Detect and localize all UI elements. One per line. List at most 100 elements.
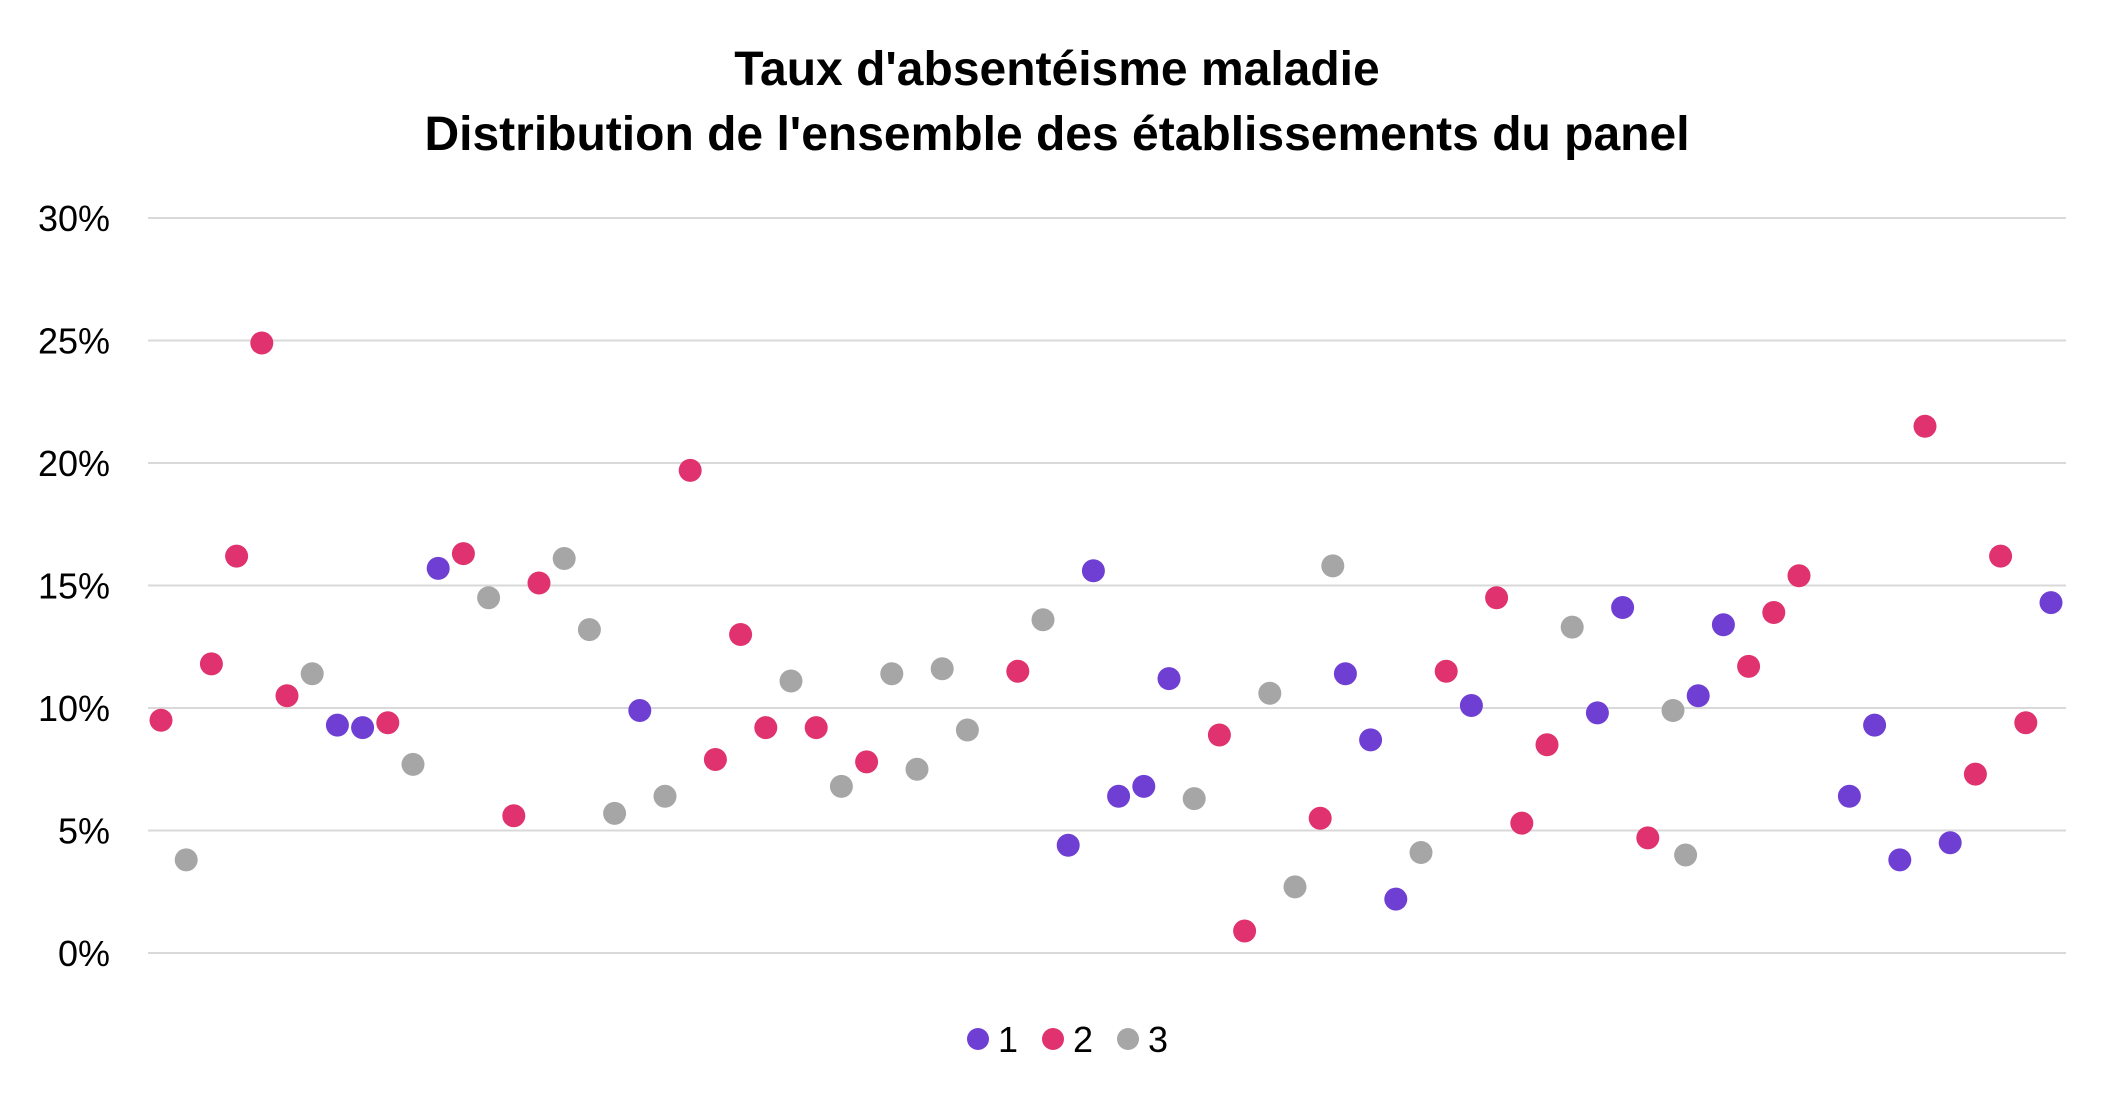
data-point: [2014, 711, 2038, 735]
data-points: [149, 331, 2063, 943]
data-point: [1989, 544, 2013, 568]
data-point: [1611, 596, 1635, 620]
data-point: [199, 652, 223, 676]
legend-item-3: 3: [1117, 1019, 1168, 1060]
chart-title-line-2: Distribution de l'ensemble des établisse…: [424, 108, 1689, 161]
data-point: [1888, 848, 1912, 872]
data-point: [1585, 701, 1609, 725]
data-point: [754, 716, 778, 740]
data-point: [1258, 681, 1282, 705]
data-point: [275, 684, 299, 708]
data-point: [577, 618, 601, 642]
y-tick-label: 25%: [38, 321, 110, 362]
y-tick-label: 0%: [58, 933, 110, 974]
data-point: [1485, 586, 1509, 610]
data-point: [1207, 723, 1231, 747]
data-point: [376, 711, 400, 735]
data-point: [451, 542, 475, 566]
data-point: [1233, 919, 1257, 943]
data-point: [1737, 654, 1761, 678]
data-point: [1510, 811, 1534, 835]
data-point: [1661, 698, 1685, 722]
legend-item-1: 1: [967, 1019, 1018, 1060]
data-point: [1560, 615, 1584, 639]
data-point: [678, 458, 702, 482]
series-1: [325, 556, 2063, 911]
y-tick-label: 20%: [38, 443, 110, 484]
data-point: [527, 571, 551, 595]
data-point: [1182, 787, 1206, 811]
data-point: [1938, 831, 1962, 855]
data-point: [829, 774, 853, 798]
legend-item-2: 2: [1042, 1019, 1093, 1060]
series-2: [149, 331, 2038, 943]
data-point: [1787, 564, 1811, 588]
data-point: [1686, 684, 1710, 708]
legend-marker: [1042, 1028, 1064, 1050]
y-tick-label: 30%: [38, 198, 110, 239]
data-point: [1321, 554, 1345, 578]
data-point: [1056, 833, 1080, 857]
data-point: [552, 547, 576, 571]
data-point: [1283, 875, 1307, 899]
data-point: [1107, 784, 1131, 808]
y-tick-label: 5%: [58, 811, 110, 852]
data-point: [603, 801, 627, 825]
data-point: [1384, 887, 1408, 911]
data-point: [1459, 694, 1483, 718]
legend-label: 3: [1148, 1019, 1168, 1060]
data-point: [779, 669, 803, 693]
data-point: [703, 747, 727, 771]
data-point: [855, 750, 879, 774]
data-point: [300, 662, 324, 686]
y-tick-label: 10%: [38, 688, 110, 729]
legend-marker: [967, 1028, 989, 1050]
data-point: [1535, 733, 1559, 757]
data-point: [1333, 662, 1357, 686]
data-point: [905, 757, 929, 781]
gridlines: [148, 217, 2066, 954]
data-point: [325, 713, 349, 737]
data-point: [2039, 591, 2063, 615]
data-point: [1359, 728, 1383, 752]
legend-marker: [1117, 1028, 1139, 1050]
data-point: [149, 708, 173, 732]
legend-label: 1: [998, 1019, 1018, 1060]
data-point: [351, 716, 375, 740]
chart-title: Taux d'absentéisme maladie Distribution d…: [424, 43, 1689, 161]
data-point: [955, 718, 979, 742]
data-point: [1031, 608, 1055, 632]
data-point: [1006, 659, 1030, 683]
data-point: [502, 804, 526, 828]
series-3: [174, 547, 1698, 899]
data-point: [1711, 613, 1735, 637]
data-point: [729, 623, 753, 646]
data-point: [225, 544, 249, 568]
data-point: [1636, 826, 1660, 850]
legend-label: 2: [1073, 1019, 1093, 1060]
legend: 1 2 3: [967, 1019, 1168, 1060]
data-point: [477, 586, 501, 610]
data-point: [880, 662, 904, 686]
data-point: [1308, 806, 1332, 830]
data-point: [401, 752, 425, 776]
y-tick-label: 15%: [38, 566, 110, 607]
data-point: [174, 848, 198, 872]
data-point: [1434, 659, 1458, 683]
chart-title-line-1: Taux d'absentéisme maladie: [734, 43, 1379, 96]
y-axis-tick-labels: 0% 5% 10% 15% 20% 25% 30%: [38, 198, 110, 974]
data-point: [653, 784, 677, 808]
data-point: [930, 657, 954, 681]
data-point: [1863, 713, 1887, 737]
data-point: [1913, 414, 1937, 438]
data-point: [1963, 762, 1987, 786]
data-point: [1837, 784, 1861, 808]
data-point: [1081, 559, 1105, 583]
data-point: [426, 556, 450, 580]
data-point: [250, 331, 274, 355]
data-point: [1132, 774, 1156, 798]
data-point: [628, 698, 652, 722]
data-point: [804, 716, 828, 740]
data-point: [1157, 667, 1181, 691]
